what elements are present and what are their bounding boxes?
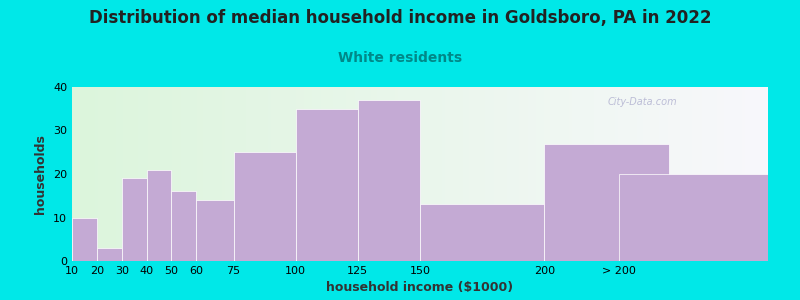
Bar (420, 205, 544, 261)
X-axis label: household income ($1000): household income ($1000) (326, 281, 514, 294)
Bar (234, 152, 296, 261)
Text: City-Data.com: City-Data.com (608, 98, 678, 107)
Text: White residents: White residents (338, 51, 462, 65)
Bar (619, 174, 768, 261)
Bar (296, 109, 358, 261)
Bar (72, 218, 97, 261)
Bar (97, 248, 122, 261)
Y-axis label: households: households (34, 134, 47, 214)
Bar (196, 200, 234, 261)
Bar (146, 169, 171, 261)
Bar (171, 191, 196, 261)
Bar (544, 143, 669, 261)
Bar (358, 100, 420, 261)
Bar (122, 178, 146, 261)
Text: Distribution of median household income in Goldsboro, PA in 2022: Distribution of median household income … (89, 9, 711, 27)
